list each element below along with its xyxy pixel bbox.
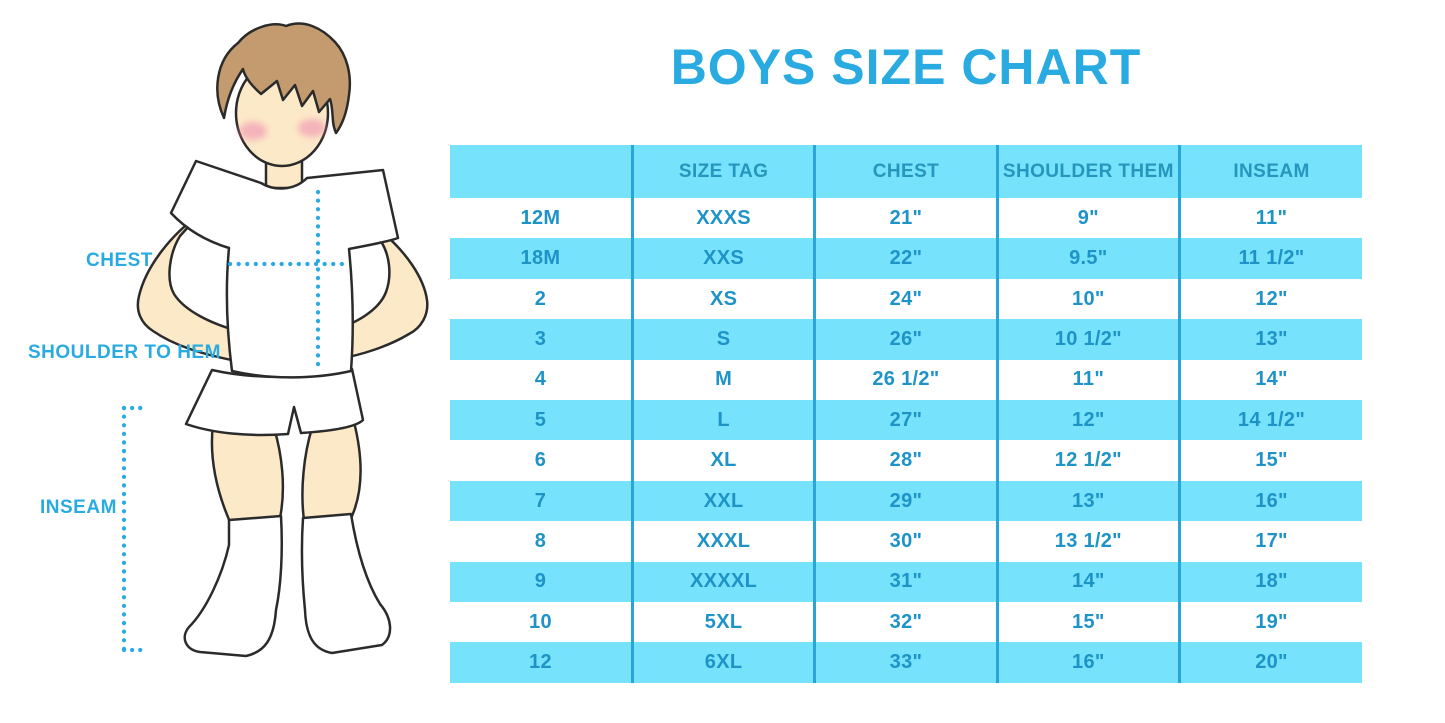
value-cell: XS [630, 278, 815, 320]
value-cell: XXS [630, 238, 815, 279]
column-header-chest: CHEST [813, 145, 998, 198]
value-cell: 12 1/2" [995, 440, 1180, 481]
size-cell: 12M [520, 206, 561, 229]
table-row: 6 XL 28" 12 1/2" 15" [450, 440, 1362, 481]
chest-label: CHEST [86, 250, 153, 271]
table-row: 3 S 26" 10 1/2" 13" [450, 319, 1362, 360]
size-table-body: 12M XXXS 21" 9" 11" 18M XXS 22" 9.5" 11 1/2" 2 XS 24… [450, 198, 1362, 683]
size-cell: 3 [534, 327, 547, 350]
value-cell: 13" [995, 480, 1180, 522]
value-cell: 26" [813, 319, 998, 360]
column-header-shoulder-them: SHOULDER THEM [995, 145, 1180, 198]
value-cell: 32" [813, 602, 998, 643]
boy-measurement-diagram: CHEST SHOULDER TO HEM INSEAM [0, 0, 460, 723]
value-cell: 27" [813, 400, 998, 441]
value-cell: XXXXL [630, 561, 815, 603]
value-cell: 13" [1178, 319, 1362, 360]
size-cell: 12 [529, 651, 552, 674]
size-cell: 2 [534, 287, 547, 310]
boy-left-leg [210, 422, 285, 524]
value-cell: 17" [1178, 521, 1362, 562]
value-cell: 6XL [630, 642, 815, 683]
table-row: 2 XS 24" 10" 12" [450, 278, 1362, 320]
value-cell: 31" [813, 561, 998, 603]
boy-blush [239, 119, 326, 140]
size-cell: 4 [534, 368, 547, 391]
table-row: 12 6XL 33" 16" 20" [450, 642, 1362, 683]
value-cell: 9.5" [995, 238, 1180, 279]
page-title: BOYS SIZE CHART [670, 39, 1142, 95]
value-cell: 11" [995, 359, 1180, 401]
value-cell: 26 1/2" [813, 359, 998, 401]
value-cell: XXXS [630, 198, 815, 239]
value-cell: 16" [995, 642, 1180, 683]
value-cell: XXXL [630, 521, 815, 562]
inseam-label: INSEAM [40, 497, 117, 518]
value-cell: 30" [813, 521, 998, 562]
value-cell: 11 1/2" [1178, 238, 1362, 279]
boy-right-sock [300, 512, 392, 655]
value-cell: 9" [995, 198, 1180, 239]
value-cell: 11" [1178, 198, 1362, 239]
value-cell: 20" [1178, 642, 1362, 683]
table-row: 8 XXXL 30" 13 1/2" 17" [450, 521, 1362, 562]
size-cell: 7 [534, 489, 547, 512]
size-cell: 8 [534, 529, 547, 552]
boy-right-arm [332, 230, 429, 361]
boy-tshirt [169, 159, 400, 379]
value-cell: 10" [995, 278, 1180, 320]
value-cell: 12" [995, 400, 1180, 441]
value-cell: 29" [813, 480, 998, 522]
shoulder-to-hem-label: SHOULDER TO HEM [28, 342, 221, 363]
boy-shorts [184, 367, 365, 437]
size-cell: 6 [534, 449, 547, 472]
value-cell: S [630, 319, 815, 360]
value-cell: 21" [813, 198, 998, 239]
value-cell: 18" [1178, 561, 1362, 603]
boy-left-sock [183, 514, 283, 658]
size-cell: 10 [529, 610, 552, 633]
boy-hair [216, 22, 352, 135]
value-cell: 28" [813, 440, 998, 481]
value-cell: 15" [995, 602, 1180, 643]
table-row: 18M XXS 22" 9.5" 11 1/2" [450, 238, 1362, 279]
value-cell: 14" [1178, 359, 1362, 401]
value-cell: 10 1/2" [995, 319, 1180, 360]
table-row: 5 L 27" 12" 14 1/2" [450, 400, 1362, 441]
value-cell: L [630, 400, 815, 441]
table-row: 9 XXXXL 31" 14" 18" [450, 561, 1362, 603]
value-cell: 24" [813, 278, 998, 320]
size-cell: 18M [520, 247, 561, 270]
size-cell: 9 [534, 570, 547, 593]
value-cell: 12" [1178, 278, 1362, 320]
value-cell: 19" [1178, 602, 1362, 643]
column-header-size [450, 145, 633, 198]
column-header-size-tag: SIZE TAG [630, 145, 815, 198]
column-header-inseam: INSEAM [1178, 145, 1362, 198]
table-row: 7 XXL 29" 13" 16" [450, 480, 1362, 522]
size-table-header-row: SIZE TAG CHEST SHOULDER THEM INSEAM [450, 145, 1362, 198]
value-cell: 33" [813, 642, 998, 683]
value-cell: 16" [1178, 480, 1362, 522]
value-cell: 5XL [630, 602, 815, 643]
boy-illustration [121, 22, 429, 658]
value-cell: XL [630, 440, 815, 481]
value-cell: 22" [813, 238, 998, 279]
value-cell: 15" [1178, 440, 1362, 481]
value-cell: XXL [630, 480, 815, 522]
table-row: 10 5XL 32" 15" 19" [450, 602, 1362, 643]
table-row: 4 M 26 1/2" 11" 14" [450, 359, 1362, 401]
size-cell: 5 [534, 408, 547, 431]
table-row: 12M XXXS 21" 9" 11" [450, 198, 1362, 239]
value-cell: 14 1/2" [1178, 400, 1362, 441]
size-table: SIZE TAG CHEST SHOULDER THEM INSEAM 12M X… [450, 145, 1362, 683]
value-cell: 13 1/2" [995, 521, 1180, 562]
value-cell: M [630, 359, 815, 401]
boy-right-leg [301, 420, 362, 522]
value-cell: 14" [995, 561, 1180, 603]
boy-left-arm [136, 214, 244, 364]
